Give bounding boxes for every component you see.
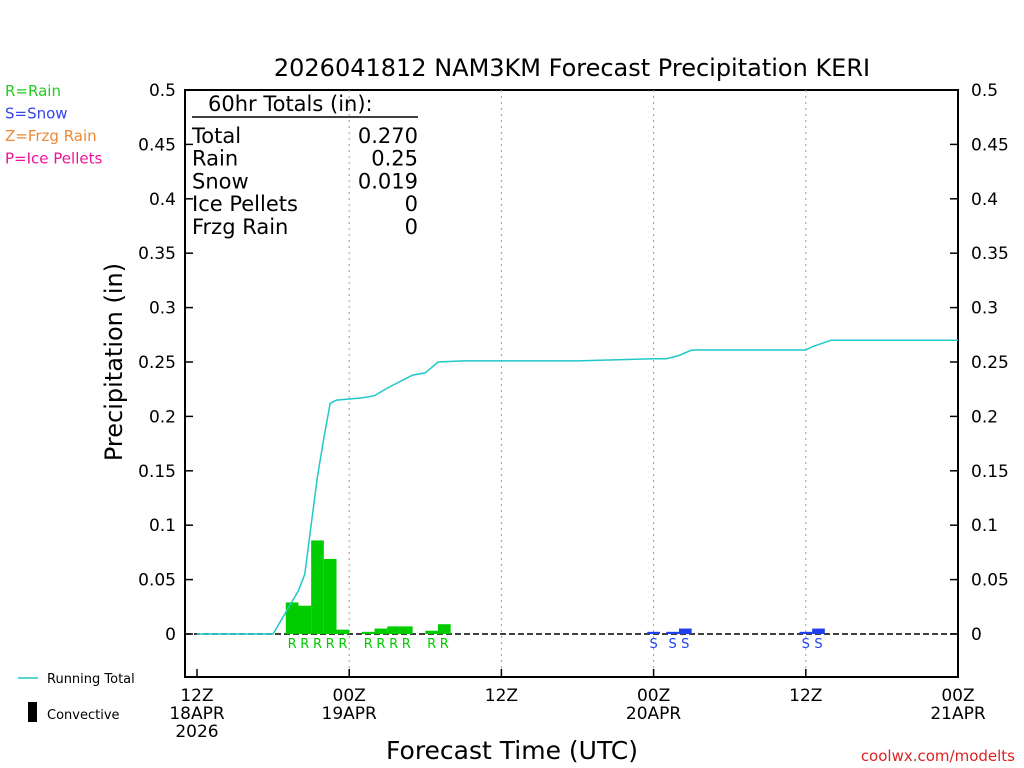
precip-bar-11 bbox=[647, 631, 660, 634]
totals-label-3: Ice Pellets bbox=[192, 192, 298, 216]
precip-type-legend: R=Rain S=Snow Z=Frzg Rain P=Ice Pellets bbox=[5, 82, 102, 168]
precip-type-label-12: S bbox=[668, 637, 676, 652]
precip-type-label-9: R bbox=[427, 637, 436, 652]
chart-title: 2026041812 NAM3KM Forecast Precipitation… bbox=[274, 54, 870, 82]
precip-type-label-6: R bbox=[376, 637, 385, 652]
totals-value-0: 0.270 bbox=[358, 124, 418, 148]
type-legend-item-0: R=Rain bbox=[5, 82, 61, 100]
precip-type-label-14: S bbox=[802, 637, 810, 652]
precip-type-label-3: R bbox=[326, 637, 335, 652]
precip-bar-14 bbox=[799, 631, 813, 634]
totals-value-1: 0.25 bbox=[371, 147, 418, 171]
totals-value-2: 0.019 bbox=[358, 169, 418, 193]
running-total-legend-label: Running Total bbox=[47, 672, 135, 687]
precip-bars bbox=[285, 540, 825, 634]
y-tick-label-left-1: 0.05 bbox=[138, 571, 176, 591]
y-tick-label-right-9: 0.45 bbox=[971, 135, 1009, 155]
precip-type-label-13: S bbox=[681, 637, 689, 652]
totals-value-4: 0 bbox=[405, 215, 418, 239]
precip-bar-13 bbox=[678, 628, 692, 634]
totals-label-4: Frzg Rain bbox=[192, 215, 288, 239]
precip-bar-1 bbox=[298, 605, 312, 634]
x-tick-label-0-0: 12Z bbox=[180, 686, 213, 706]
precip-type-label-5: R bbox=[364, 637, 373, 652]
precip-type-label-7: R bbox=[389, 637, 398, 652]
y-tick-label-left-5: 0.25 bbox=[138, 353, 176, 373]
x-tick-label-1-0: 00Z bbox=[333, 686, 366, 706]
y-tick-label-right-2: 0.1 bbox=[971, 516, 998, 536]
x-tick-label-4-0: 12Z bbox=[789, 686, 822, 706]
running-total-line bbox=[197, 339, 958, 635]
type-legend-item-1: S=Snow bbox=[5, 105, 68, 123]
y-tick-label-left-3: 0.15 bbox=[138, 462, 176, 482]
type-legend-item-2: Z=Frzg Rain bbox=[5, 127, 97, 145]
y-tick-label-right-0: 0 bbox=[971, 625, 982, 645]
credit-text: coolwx.com/modelts bbox=[861, 747, 1015, 765]
x-tick-label-0-2: 2026 bbox=[175, 722, 218, 742]
y-tick-label-right-1: 0.05 bbox=[971, 571, 1009, 591]
totals-box: 60hr Totals (in): Total 0.270 Rain 0.25 Snow… bbox=[191, 92, 418, 239]
precip-type-label-8: R bbox=[402, 637, 411, 652]
y-tick-label-left-10: 0.5 bbox=[149, 81, 176, 101]
precip-bar-7 bbox=[387, 626, 400, 634]
precip-bar-9 bbox=[425, 630, 438, 634]
y-tick-label-left-7: 0.35 bbox=[138, 244, 176, 264]
x-tick-label-1-1: 19APR bbox=[322, 704, 378, 724]
x-tick-label-5-0: 00Z bbox=[941, 686, 974, 706]
precip-bar-3 bbox=[323, 558, 337, 634]
precip-bar-6 bbox=[374, 628, 388, 634]
grid-lines bbox=[348, 90, 807, 677]
plot-frame bbox=[184, 89, 959, 678]
precip-type-label-0: R bbox=[288, 637, 297, 652]
y-tick-label-left-8: 0.4 bbox=[149, 190, 176, 210]
x-tick-label-3-1: 20APR bbox=[626, 704, 682, 724]
convective-legend-swatch bbox=[28, 702, 37, 722]
y-tick-label-left-6: 0.3 bbox=[149, 299, 176, 319]
totals-label-2: Snow bbox=[192, 169, 249, 193]
totals-header: 60hr Totals (in): bbox=[208, 92, 373, 116]
precip-type-label-4: R bbox=[338, 637, 347, 652]
totals-label-1: Rain bbox=[192, 147, 238, 171]
precip-type-label-2: R bbox=[313, 637, 322, 652]
precip-bar-2 bbox=[311, 540, 324, 634]
x-tick-label-2-0: 12Z bbox=[485, 686, 518, 706]
precip-bar-8 bbox=[399, 626, 413, 634]
y-tick-label-right-8: 0.4 bbox=[971, 190, 998, 210]
precip-bar-10 bbox=[437, 624, 451, 634]
y-tick-label-right-4: 0.2 bbox=[971, 407, 998, 427]
y-axis-right: 0 0.05 0.1 0.15 0.2 0.25 0.3 0.35 0.4 0.45 0.5 bbox=[950, 81, 1009, 645]
x-axis-label: Forecast Time (UTC) bbox=[386, 736, 638, 765]
x-tick-label-5-1: 21APR bbox=[930, 704, 986, 724]
y-tick-label-left-9: 0.45 bbox=[138, 135, 176, 155]
precip-type-label-1: R bbox=[300, 637, 309, 652]
totals-value-3: 0 bbox=[405, 192, 418, 216]
precip-bar-15 bbox=[812, 628, 825, 634]
y-axis-left: 0 0.05 0.1 0.15 0.2 0.25 0.3 0.35 0.4 0.45 0.5 bbox=[138, 81, 193, 645]
convective-legend-label: Convective bbox=[47, 708, 120, 723]
type-legend-item-3: P=Ice Pellets bbox=[5, 150, 102, 168]
precip-bar-4 bbox=[336, 629, 350, 634]
y-tick-label-left-0: 0 bbox=[165, 625, 176, 645]
precip-bar-12 bbox=[666, 631, 679, 634]
y-tick-label-right-5: 0.25 bbox=[971, 353, 1009, 373]
y-tick-label-left-4: 0.2 bbox=[149, 407, 176, 427]
y-tick-label-right-7: 0.35 bbox=[971, 244, 1009, 264]
precip-type-label-15: S bbox=[814, 637, 822, 652]
y-tick-label-right-3: 0.15 bbox=[971, 462, 1009, 482]
y-tick-label-right-10: 0.5 bbox=[971, 81, 998, 101]
precip-type-label-10: R bbox=[440, 637, 449, 652]
y-axis-label: Precipitation (in) bbox=[100, 263, 128, 461]
x-tick-label-0-1: 18APR bbox=[169, 704, 225, 724]
y-tick-label-right-6: 0.3 bbox=[971, 299, 998, 319]
precip-type-label-11: S bbox=[649, 637, 657, 652]
precip-bar-5 bbox=[361, 631, 375, 634]
totals-label-0: Total bbox=[191, 124, 241, 148]
x-tick-label-3-0: 00Z bbox=[637, 686, 670, 706]
y-tick-label-left-2: 0.1 bbox=[149, 516, 176, 536]
precip-bar-0 bbox=[285, 602, 299, 634]
